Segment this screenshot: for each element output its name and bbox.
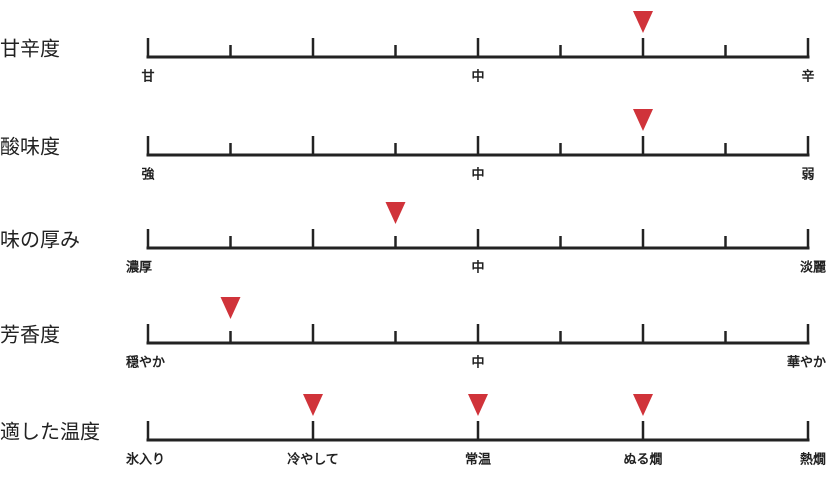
tick-label: 穏やか [126, 355, 165, 371]
marker [633, 11, 653, 33]
row-label: 味の厚み [0, 228, 80, 252]
tick-label: 熱燗 [800, 452, 826, 468]
marker [303, 394, 323, 416]
tick-label: 常温 [465, 452, 491, 468]
tick-label: 濃厚 [126, 260, 152, 276]
tick-label: 強 [141, 167, 154, 183]
row-label: 甘辛度 [0, 37, 60, 61]
tick-label: 氷入り [126, 452, 165, 468]
tick-label: 辛 [801, 69, 814, 85]
marker [633, 109, 653, 131]
tick-label: 弱 [801, 167, 814, 183]
tick-label: 中 [471, 355, 484, 371]
tick-label: 中 [471, 167, 484, 183]
tick-label: 甘 [141, 69, 154, 85]
marker [633, 394, 653, 416]
tick-label: 冷やして [287, 452, 339, 468]
row-label: 芳香度 [0, 323, 60, 347]
tick-label: 華やか [787, 355, 826, 371]
marker [385, 202, 406, 224]
tick-label: ぬる燗 [623, 452, 662, 468]
tick-label: 中 [471, 69, 484, 85]
row-label: 酸味度 [0, 135, 60, 159]
marker [468, 394, 488, 416]
tick-label: 中 [471, 260, 484, 276]
marker [220, 297, 241, 319]
row-label: 適した温度 [0, 420, 100, 444]
tick-label: 淡麗 [800, 261, 826, 276]
